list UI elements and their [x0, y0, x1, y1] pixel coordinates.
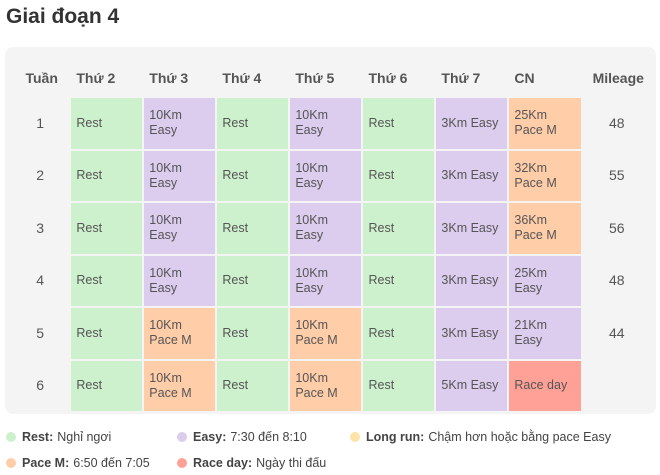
header-monday: Thứ 2	[76, 70, 116, 86]
table-row: 2 Rest 10Km Easy Rest 10Km Easy Rest 3Km…	[14, 150, 654, 201]
workout-cell: 3Km Easy	[436, 150, 508, 201]
workout-cell: Rest	[71, 308, 143, 359]
legend-dot-rest-icon	[6, 432, 16, 442]
workout-cell: 10Km Pace M	[144, 308, 216, 359]
table-row: 3 Rest 10Km Easy Rest 10Km Easy Rest 3Km…	[14, 203, 654, 254]
workout-cell: 3Km Easy	[436, 203, 508, 254]
header-sunday: CN	[514, 70, 535, 86]
workout-cell: 10Km Easy	[144, 255, 216, 306]
workout-cell: 10Km Pace M	[290, 308, 362, 359]
mileage-value: 56	[608, 219, 625, 236]
workout-cell: Rest	[71, 203, 143, 254]
workout-cell: Rest	[363, 150, 435, 201]
table-row: 6 Rest 10Km Pace M Rest 10Km Pace M Rest…	[14, 360, 654, 412]
legend-dot-race-day-icon	[177, 458, 187, 468]
legend-desc: Ngày thi đấu	[256, 456, 327, 470]
training-plan-table: Tuần Thứ 2 Thứ 3 Thứ 4 Thứ 5 Thứ 6 Thứ 7…	[12, 58, 656, 413]
legend-label: Race day:	[193, 456, 253, 470]
workout-cell: 3Km Easy	[436, 98, 508, 149]
workout-cell: Rest	[363, 255, 435, 306]
workout-cell: 32Km Pace M	[509, 150, 581, 201]
table-row: 1 Rest 10Km Easy Rest 10Km Easy Rest 3Km…	[14, 98, 654, 149]
workout-cell: 10Km Easy	[290, 255, 362, 306]
workout-cell: 5Km Easy	[436, 360, 508, 411]
header-wednesday: Thứ 4	[222, 70, 262, 86]
mileage-value: 48	[608, 272, 625, 289]
workout-cell: 21Km Easy	[509, 308, 581, 359]
workout-cell: Rest	[71, 360, 143, 411]
workout-cell: 25Km Pace M	[509, 98, 581, 149]
workout-cell: Rest	[363, 98, 435, 149]
mileage-value: 44	[608, 324, 625, 341]
legend-label: Long run:	[366, 430, 425, 444]
table-row: 5 Rest 10Km Pace M Rest 10Km Pace M Rest…	[14, 308, 654, 359]
workout-cell: Rest	[71, 255, 143, 306]
week-number: 3	[36, 219, 45, 236]
week-number: 5	[36, 324, 45, 341]
workout-cell: Rest	[363, 360, 435, 411]
week-number: 6	[36, 377, 45, 394]
workout-cell: Rest	[217, 98, 289, 149]
legend-rest: Rest: Nghỉ ngơi	[6, 430, 111, 444]
page-title: Giai đoạn 4	[6, 5, 120, 28]
legend-easy: Easy: 7:30 đến 8:10	[177, 430, 307, 444]
legend-label: Rest:	[22, 430, 54, 444]
workout-cell: 10Km Easy	[144, 150, 216, 201]
workout-cell: 25Km Easy	[509, 255, 581, 306]
legend-desc: Nghỉ ngơi	[57, 430, 112, 444]
legend-desc: 6:50 đến 7:05	[73, 456, 150, 470]
workout-cell: Rest	[217, 255, 289, 306]
week-number: 2	[36, 167, 45, 184]
workout-cell: 10Km Easy	[144, 98, 216, 149]
workout-cell: 3Km Easy	[436, 255, 508, 306]
legend-label: Pace M:	[22, 456, 70, 470]
header-friday: Thứ 6	[368, 70, 408, 86]
legend-label: Easy:	[193, 430, 227, 444]
workout-cell: Race day	[509, 360, 581, 411]
legend-long-run: Long run: Chậm hơn hoặc bằng pace Easy	[350, 430, 611, 444]
legend-desc: Chậm hơn hoặc bằng pace Easy	[428, 430, 611, 444]
workout-cell: 3Km Easy	[436, 308, 508, 359]
week-number: 1	[36, 114, 45, 131]
header-mileage: Mileage	[592, 70, 644, 86]
legend-pace-m: Pace M: 6:50 đến 7:05	[6, 456, 150, 470]
workout-cell: Rest	[217, 150, 289, 201]
workout-cell: Rest	[217, 203, 289, 254]
header-thursday: Thứ 5	[295, 70, 335, 86]
workout-cell: Rest	[217, 360, 289, 411]
legend-dot-easy-icon	[177, 432, 187, 442]
workout-cell: Rest	[71, 98, 143, 149]
workout-cell: 10Km Pace M	[144, 360, 216, 411]
table-header-row: Tuần Thứ 2 Thứ 3 Thứ 4 Thứ 5 Thứ 6 Thứ 7…	[14, 60, 654, 96]
workout-cell: 10Km Pace M	[290, 360, 362, 411]
workout-cell: 10Km Easy	[144, 203, 216, 254]
mileage-value	[583, 361, 654, 412]
workout-cell: Rest	[363, 203, 435, 254]
header-tuesday: Thứ 3	[149, 70, 189, 86]
legend-desc: 7:30 đến 8:10	[230, 430, 307, 444]
header-saturday: Thứ 7	[441, 70, 481, 86]
week-number: 4	[36, 272, 45, 289]
table-row: 4 Rest 10Km Easy Rest 10Km Easy Rest 3Km…	[14, 255, 654, 306]
training-plan-panel: Tuần Thứ 2 Thứ 3 Thứ 4 Thứ 5 Thứ 6 Thứ 7…	[5, 47, 656, 414]
workout-cell: 10Km Easy	[290, 98, 362, 149]
workout-cell: Rest	[363, 308, 435, 359]
mileage-value: 48	[608, 114, 625, 131]
legend-dot-long-run-icon	[350, 432, 360, 442]
workout-cell: 10Km Easy	[290, 203, 362, 254]
legend-dot-pace-m-icon	[6, 458, 16, 468]
mileage-value: 55	[608, 167, 625, 184]
workout-cell: Rest	[71, 150, 143, 201]
workout-cell: 10Km Easy	[290, 150, 362, 201]
header-week: Tuần	[25, 70, 58, 86]
workout-cell: 36Km Pace M	[509, 203, 581, 254]
workout-cell: Rest	[217, 308, 289, 359]
legend-race-day: Race day: Ngày thi đấu	[177, 456, 326, 470]
